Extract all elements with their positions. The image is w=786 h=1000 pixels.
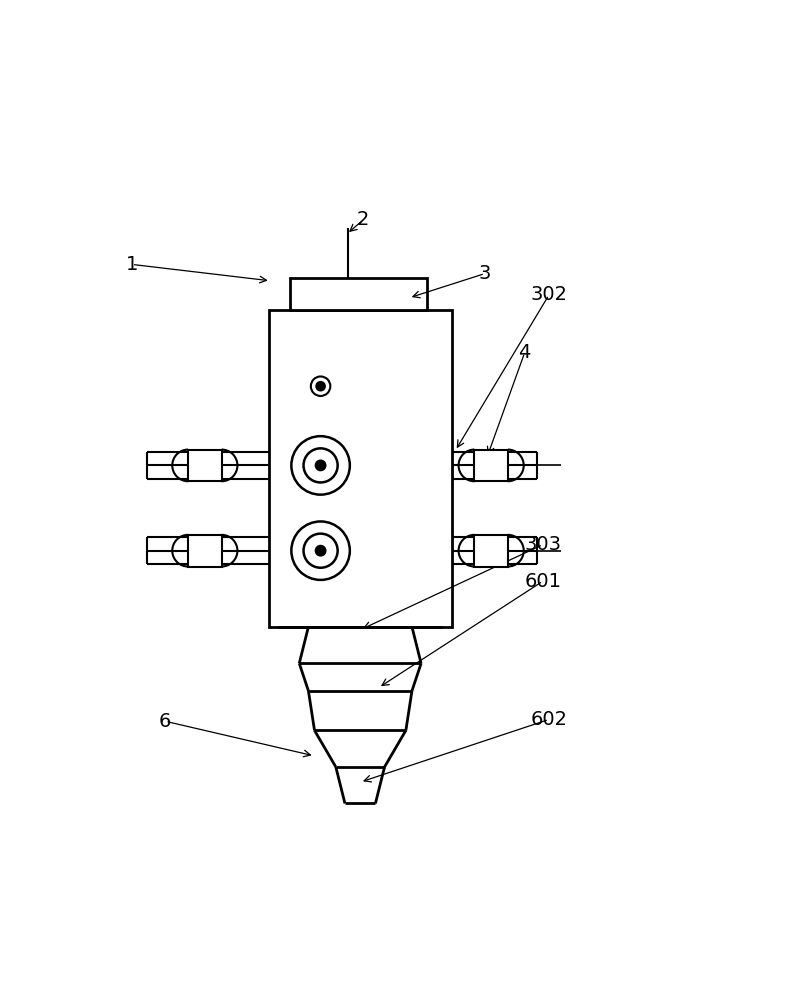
Text: 3: 3 [479, 264, 491, 283]
Circle shape [292, 436, 350, 495]
Bar [188, 535, 222, 567]
Circle shape [292, 521, 350, 580]
Bar [188, 450, 222, 481]
Text: 1: 1 [126, 255, 138, 274]
Text: 302: 302 [531, 285, 567, 304]
Bar [290, 278, 428, 310]
Circle shape [303, 534, 338, 568]
Circle shape [310, 376, 330, 396]
Bar [269, 310, 451, 627]
Circle shape [303, 448, 338, 482]
Bar [475, 450, 508, 481]
Bar [475, 535, 508, 567]
Text: 4: 4 [519, 343, 531, 362]
Circle shape [316, 382, 325, 390]
Circle shape [316, 546, 325, 556]
Text: 601: 601 [524, 572, 561, 591]
Text: 303: 303 [524, 535, 561, 554]
Text: 6: 6 [159, 712, 171, 731]
Text: 602: 602 [531, 710, 567, 729]
Circle shape [316, 461, 325, 470]
Text: 2: 2 [357, 210, 369, 229]
